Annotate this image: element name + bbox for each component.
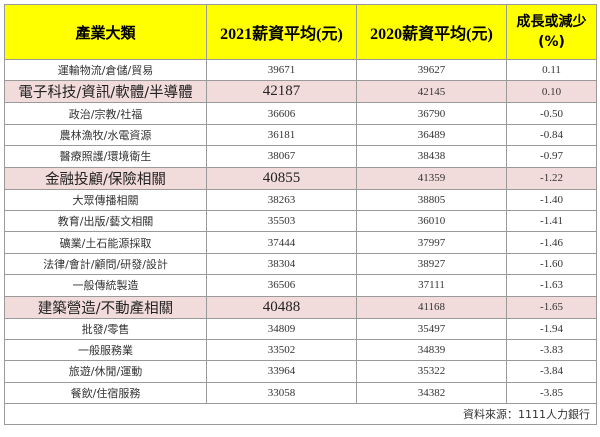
table-row: 一般傳統製造 36506 37111 -1.63 <box>4 274 597 297</box>
row-salary-2020: 35497 <box>356 317 507 340</box>
row-category: 大眾傳播相關 <box>4 188 207 211</box>
row-salary-2021: 38304 <box>206 252 357 276</box>
row-salary-2020: 37111 <box>356 274 507 297</box>
row-change: -1.63 <box>506 274 597 297</box>
table-row: 礦業/土石能源採取 37444 37997 -1.46 <box>4 231 597 254</box>
row-salary-2020: 38438 <box>356 145 507 168</box>
table-row: 建築營造/不動產相關 40488 41168 -1.65 <box>4 295 597 319</box>
row-salary-2021: 42187 <box>206 80 357 104</box>
row-salary-2020: 41359 <box>356 166 507 190</box>
table-row: 法律/會計/顧問/研發/設計 38304 38927 -1.60 <box>4 252 597 276</box>
row-salary-2020: 36790 <box>356 102 507 125</box>
row-change: 0.11 <box>506 58 597 82</box>
row-salary-2021: 34809 <box>206 317 357 340</box>
row-salary-2020: 37997 <box>356 231 507 254</box>
row-category: 教育/出版/藝文相關 <box>4 209 207 233</box>
row-category: 金融投顧/保險相關 <box>4 166 207 190</box>
row-salary-2021: 35503 <box>206 209 357 233</box>
row-category: 一般傳統製造 <box>4 274 207 297</box>
table-row: 教育/出版/藝文相關 35503 36010 -1.41 <box>4 209 597 233</box>
header-change-line1: 成長或減少 <box>516 14 587 30</box>
row-salary-2021: 39671 <box>206 58 357 82</box>
row-change: -3.84 <box>506 360 597 383</box>
row-change: -0.97 <box>506 145 597 168</box>
row-category: 一般服務業 <box>4 338 207 362</box>
table-row: 批發/零售 34809 35497 -1.94 <box>4 317 597 340</box>
header-row: 產業大類 2021薪資平均(元) 2020薪資平均(元) 成長或減少 (%) <box>4 4 597 60</box>
header-change: 成長或減少 (%) <box>506 4 597 60</box>
row-salary-2020: 34382 <box>356 381 507 405</box>
row-category: 農林漁牧/水電資源 <box>4 123 207 147</box>
row-salary-2020: 35322 <box>356 360 507 383</box>
table-body: 運輸物流/倉儲/貿易 39671 39627 0.11 電子科技/資訊/軟體/半導體 42… <box>4 58 597 405</box>
table-row: 一般服務業 33502 34839 -3.83 <box>4 338 597 362</box>
table-row: 運輸物流/倉儲/貿易 39671 39627 0.11 <box>4 58 597 82</box>
salary-comparison-table: 產業大類 2021薪資平均(元) 2020薪資平均(元) 成長或減少 (%) 運… <box>4 4 597 426</box>
row-salary-2020: 38927 <box>356 252 507 276</box>
source-row: 資料來源：1111人力銀行 <box>4 403 597 426</box>
row-salary-2021: 37444 <box>206 231 357 254</box>
row-salary-2021: 33058 <box>206 381 357 405</box>
row-change: -0.50 <box>506 102 597 125</box>
row-category: 運輸物流/倉儲/貿易 <box>4 58 207 82</box>
row-salary-2021: 36506 <box>206 274 357 297</box>
row-salary-2020: 38805 <box>356 188 507 211</box>
table-row: 政治/宗教/社福 36606 36790 -0.50 <box>4 102 597 125</box>
row-salary-2020: 39627 <box>356 58 507 82</box>
row-salary-2020: 42145 <box>356 80 507 104</box>
header-category: 產業大類 <box>4 4 207 60</box>
table-row: 大眾傳播相關 38263 38805 -1.40 <box>4 188 597 211</box>
table-row: 餐飲/住宿服務 33058 34382 -3.85 <box>4 381 597 405</box>
row-salary-2021: 40855 <box>206 166 357 190</box>
row-category: 餐飲/住宿服務 <box>4 381 207 405</box>
row-change: -1.46 <box>506 231 597 254</box>
row-change: -1.22 <box>506 166 597 190</box>
row-change: -1.65 <box>506 295 597 319</box>
row-change: 0.10 <box>506 80 597 104</box>
row-salary-2020: 34839 <box>356 338 507 362</box>
header-salary-2021: 2021薪資平均(元) <box>206 4 357 60</box>
row-salary-2021: 36181 <box>206 123 357 147</box>
table-row: 農林漁牧/水電資源 36181 36489 -0.84 <box>4 123 597 147</box>
table-row: 旅遊/休閒/運動 33964 35322 -3.84 <box>4 360 597 383</box>
row-change: -1.41 <box>506 209 597 233</box>
row-salary-2020: 36010 <box>356 209 507 233</box>
row-category: 政治/宗教/社福 <box>4 102 207 125</box>
row-change: -3.83 <box>506 338 597 362</box>
row-category: 醫療照護/環境衛生 <box>4 145 207 168</box>
table-row: 金融投顧/保險相關 40855 41359 -1.22 <box>4 166 597 190</box>
row-category: 建築營造/不動產相關 <box>4 295 207 319</box>
row-category: 法律/會計/顧問/研發/設計 <box>4 252 207 276</box>
row-salary-2021: 40488 <box>206 295 357 319</box>
table-row: 醫療照護/環境衛生 38067 38438 -0.97 <box>4 145 597 168</box>
row-change: -1.40 <box>506 188 597 211</box>
source-note: 資料來源：1111人力銀行 <box>4 403 597 426</box>
table-row: 電子科技/資訊/軟體/半導體 42187 42145 0.10 <box>4 80 597 104</box>
row-change: -1.60 <box>506 252 597 276</box>
row-salary-2021: 33502 <box>206 338 357 362</box>
row-category: 旅遊/休閒/運動 <box>4 360 207 383</box>
row-salary-2021: 33964 <box>206 360 357 383</box>
row-change: -3.85 <box>506 381 597 405</box>
header-change-line2: (%) <box>538 34 565 50</box>
row-salary-2020: 41168 <box>356 295 507 319</box>
row-category: 批發/零售 <box>4 317 207 340</box>
row-salary-2021: 38263 <box>206 188 357 211</box>
row-salary-2020: 36489 <box>356 123 507 147</box>
row-category: 電子科技/資訊/軟體/半導體 <box>4 80 207 104</box>
row-salary-2021: 36606 <box>206 102 357 125</box>
row-change: -1.94 <box>506 317 597 340</box>
row-category: 礦業/土石能源採取 <box>4 231 207 254</box>
header-salary-2020: 2020薪資平均(元) <box>356 4 507 60</box>
row-change: -0.84 <box>506 123 597 147</box>
row-salary-2021: 38067 <box>206 145 357 168</box>
